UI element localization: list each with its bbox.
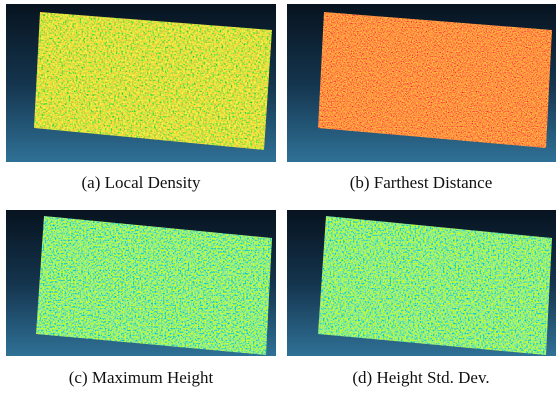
panel-d: (d) Height Std. Dev.	[287, 210, 556, 387]
point-cloud	[36, 216, 272, 355]
panel-b: (b) Farthest Distance	[287, 4, 556, 192]
point-cloud	[318, 216, 552, 355]
caption: (c) Maximum Height	[69, 368, 214, 387]
panel-a: (a) Local Density	[6, 4, 276, 192]
caption: (b) Farthest Distance	[350, 173, 493, 192]
panel-c: (c) Maximum Height	[6, 210, 276, 387]
caption: (a) Local Density	[82, 173, 201, 192]
figure: (a) Local Density (b) Farthest Distance …	[0, 0, 560, 412]
point-cloud	[318, 12, 552, 148]
caption: (d) Height Std. Dev.	[352, 368, 489, 387]
point-cloud	[34, 12, 272, 150]
